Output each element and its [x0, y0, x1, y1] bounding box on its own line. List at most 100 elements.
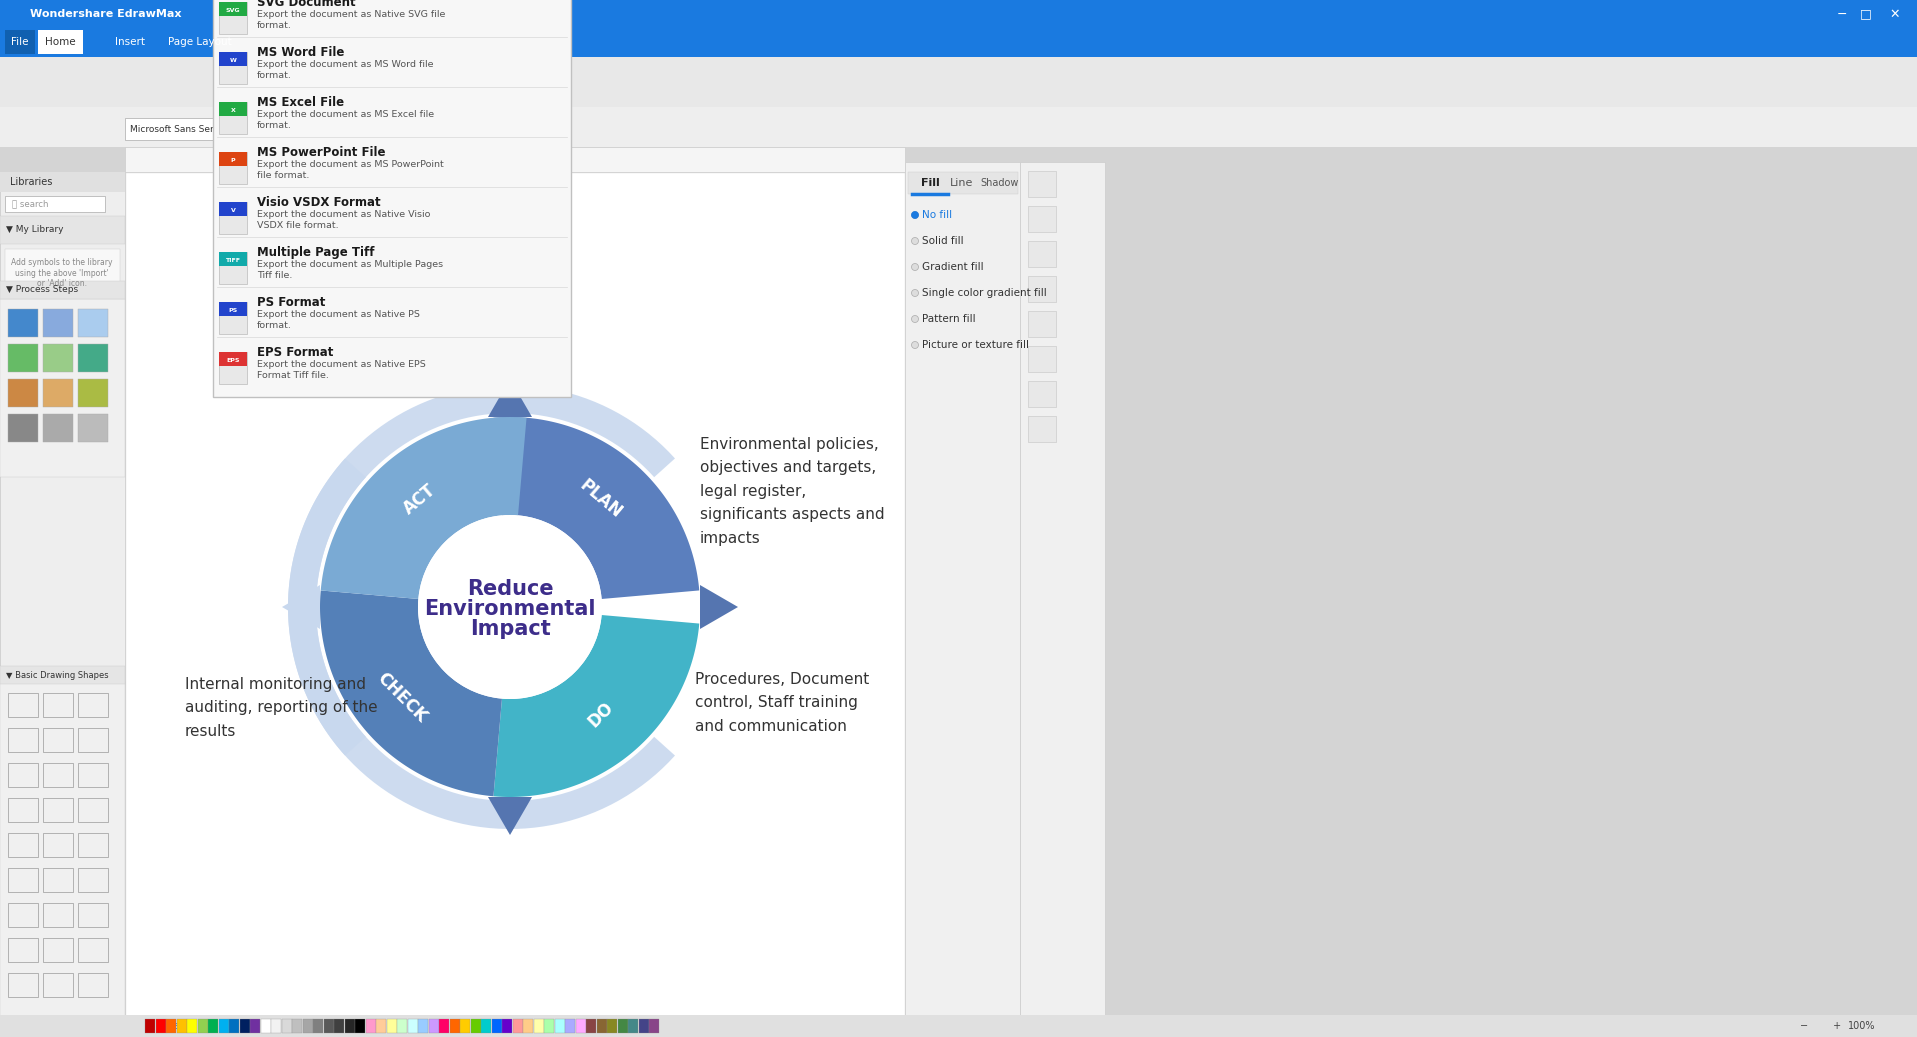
FancyBboxPatch shape	[213, 0, 571, 397]
Circle shape	[911, 212, 918, 219]
FancyBboxPatch shape	[282, 1019, 291, 1033]
Text: MS Word File: MS Word File	[257, 46, 345, 59]
Text: ✕: ✕	[1890, 7, 1900, 21]
Text: Add symbols to the library
using the above 'Import'
or 'Add' icon.: Add symbols to the library using the abo…	[12, 258, 113, 288]
Text: Export the document as MS PowerPoint
file format.: Export the document as MS PowerPoint fil…	[257, 160, 443, 180]
Text: Wondershare EdrawMax: Wondershare EdrawMax	[31, 9, 182, 19]
Circle shape	[911, 289, 918, 297]
FancyBboxPatch shape	[219, 352, 247, 384]
FancyBboxPatch shape	[8, 938, 38, 962]
Text: MS Excel File: MS Excel File	[257, 96, 345, 109]
Text: 100%: 100%	[1848, 1021, 1875, 1031]
FancyBboxPatch shape	[481, 1019, 491, 1033]
Text: −        +: − +	[1800, 1021, 1840, 1031]
FancyBboxPatch shape	[1020, 162, 1104, 1037]
Circle shape	[911, 212, 918, 219]
Text: PLAN: PLAN	[575, 476, 625, 522]
FancyBboxPatch shape	[449, 1019, 460, 1033]
Text: ▼ My Library: ▼ My Library	[6, 225, 63, 234]
Text: DO: DO	[585, 699, 617, 731]
FancyBboxPatch shape	[42, 309, 73, 337]
FancyBboxPatch shape	[42, 833, 73, 857]
FancyBboxPatch shape	[219, 302, 247, 316]
FancyBboxPatch shape	[249, 1019, 261, 1033]
FancyBboxPatch shape	[219, 2, 247, 16]
FancyBboxPatch shape	[125, 118, 245, 140]
FancyBboxPatch shape	[79, 903, 107, 927]
FancyBboxPatch shape	[219, 1019, 228, 1033]
Circle shape	[911, 341, 918, 348]
FancyBboxPatch shape	[6, 249, 121, 297]
Circle shape	[911, 237, 918, 245]
FancyBboxPatch shape	[0, 172, 125, 1037]
FancyBboxPatch shape	[219, 252, 247, 284]
FancyBboxPatch shape	[1028, 311, 1056, 337]
Text: Environmental: Environmental	[424, 599, 596, 619]
Text: Shadow: Shadow	[982, 178, 1020, 188]
FancyBboxPatch shape	[6, 30, 35, 54]
FancyBboxPatch shape	[629, 1019, 638, 1033]
FancyBboxPatch shape	[533, 1019, 544, 1033]
FancyBboxPatch shape	[8, 693, 38, 717]
FancyBboxPatch shape	[397, 1019, 406, 1033]
FancyBboxPatch shape	[1028, 241, 1056, 267]
Text: Export the document as Native PS
format.: Export the document as Native PS format.	[257, 310, 420, 330]
Text: Internal monitoring and
auditing, reporting of the
results: Internal monitoring and auditing, report…	[186, 677, 378, 738]
FancyBboxPatch shape	[79, 833, 107, 857]
FancyBboxPatch shape	[8, 973, 38, 997]
FancyBboxPatch shape	[334, 1019, 343, 1033]
FancyBboxPatch shape	[8, 344, 38, 372]
Text: Home: Home	[44, 37, 75, 47]
FancyBboxPatch shape	[6, 196, 105, 212]
Text: Libraries: Libraries	[10, 177, 52, 187]
FancyBboxPatch shape	[219, 202, 247, 216]
Text: Page Layout: Page Layout	[169, 37, 232, 47]
FancyBboxPatch shape	[42, 693, 73, 717]
Text: SVG Document: SVG Document	[257, 0, 357, 9]
FancyBboxPatch shape	[0, 1015, 1917, 1037]
FancyBboxPatch shape	[544, 1019, 554, 1033]
FancyBboxPatch shape	[0, 682, 125, 1037]
Text: Export the document as Native SVG file
format.: Export the document as Native SVG file f…	[257, 10, 445, 30]
Text: Page-1: Page-1	[155, 1021, 188, 1031]
FancyBboxPatch shape	[79, 938, 107, 962]
FancyBboxPatch shape	[523, 1019, 533, 1033]
FancyBboxPatch shape	[79, 693, 107, 717]
FancyBboxPatch shape	[219, 102, 247, 134]
Text: Insert: Insert	[115, 37, 146, 47]
Text: EPS: EPS	[226, 358, 240, 363]
Polygon shape	[288, 385, 675, 829]
FancyBboxPatch shape	[8, 903, 38, 927]
Text: Line: Line	[951, 178, 974, 188]
Text: EPS Format: EPS Format	[257, 346, 334, 359]
FancyBboxPatch shape	[219, 152, 247, 184]
FancyBboxPatch shape	[460, 1019, 470, 1033]
FancyBboxPatch shape	[596, 1019, 606, 1033]
Text: Export the document as MS Word file
format.: Export the document as MS Word file form…	[257, 60, 433, 80]
Text: Export the document as Multiple Pages
Tiff file.: Export the document as Multiple Pages Ti…	[257, 260, 443, 280]
FancyBboxPatch shape	[8, 379, 38, 407]
FancyBboxPatch shape	[42, 414, 73, 442]
FancyBboxPatch shape	[42, 903, 73, 927]
Polygon shape	[700, 585, 738, 629]
Polygon shape	[493, 417, 700, 599]
FancyBboxPatch shape	[219, 102, 247, 116]
FancyBboxPatch shape	[345, 1019, 355, 1033]
FancyBboxPatch shape	[366, 1019, 376, 1033]
FancyBboxPatch shape	[355, 1019, 364, 1033]
FancyBboxPatch shape	[0, 216, 125, 244]
FancyBboxPatch shape	[0, 57, 1917, 107]
FancyBboxPatch shape	[219, 2, 247, 34]
FancyBboxPatch shape	[42, 379, 73, 407]
FancyBboxPatch shape	[219, 52, 247, 84]
FancyBboxPatch shape	[42, 973, 73, 997]
FancyBboxPatch shape	[167, 1019, 176, 1033]
FancyBboxPatch shape	[247, 118, 284, 140]
FancyBboxPatch shape	[240, 1019, 249, 1033]
FancyBboxPatch shape	[125, 172, 905, 1017]
Text: Single color gradient fill: Single color gradient fill	[922, 288, 1047, 298]
Text: 🔍 search: 🔍 search	[12, 199, 48, 208]
FancyBboxPatch shape	[566, 1019, 575, 1033]
FancyBboxPatch shape	[8, 309, 38, 337]
FancyBboxPatch shape	[650, 1019, 659, 1033]
